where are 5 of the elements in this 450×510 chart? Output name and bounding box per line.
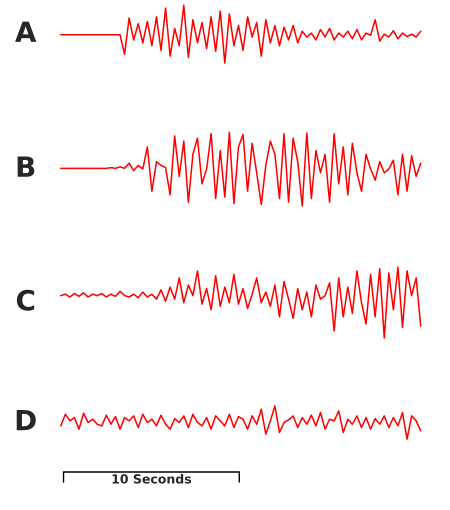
chart-title: D	[16, 410, 36, 430]
chart-title: A	[15, 22, 36, 42]
text: C	[16, 290, 34, 311]
text: 10 Seconds	[112, 474, 192, 484]
text: B	[18, 156, 34, 177]
